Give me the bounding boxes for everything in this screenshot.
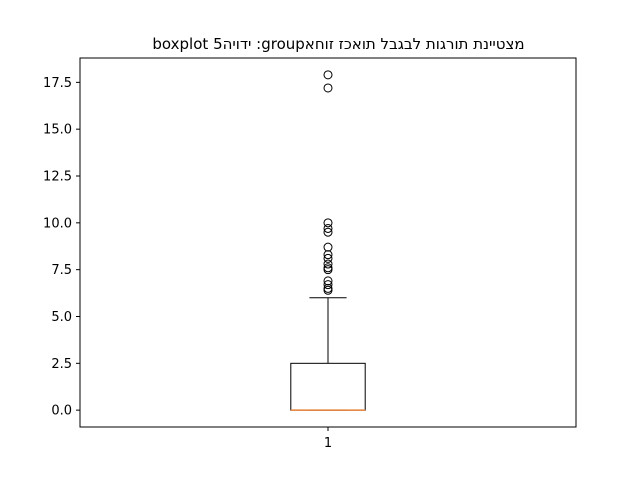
outlier-point [323,218,333,228]
plot-area-frame [79,57,577,428]
outlier-point [323,280,333,290]
x-tick-label: 1 [324,436,332,451]
outlier-point [323,276,333,286]
y-tick-label: 15.0 [43,123,72,138]
outlier-point [323,227,333,237]
outlier-point [323,283,333,293]
x-axis: 1 [324,427,332,451]
outlier-point [323,250,333,260]
y-tick-label: 7.5 [51,263,72,278]
y-tick-label: 17.5 [43,76,72,91]
y-tick-label: 5.0 [51,310,72,325]
y-axis: 0.0 2.5 5.0 7.5 10.0 12.5 15.0 17.5 [43,76,80,419]
outlier-point [323,259,333,269]
y-tick-label: 12.5 [43,170,72,185]
outlier-point [323,242,333,252]
chart-title: מצטיינת תורגות לבגבל תואכז זוחאgroup: יד… [152,35,524,53]
y-tick-label: 10.0 [43,216,72,231]
outlier-point [323,70,333,80]
outlier-point [323,223,333,233]
box-group [290,70,366,411]
y-tick-label: 0.0 [51,404,72,419]
box-iqr [290,362,366,411]
outlier-point [323,253,333,263]
outlier-point [323,83,333,93]
y-tick-label: 2.5 [51,357,72,372]
outlier-point [323,263,333,273]
